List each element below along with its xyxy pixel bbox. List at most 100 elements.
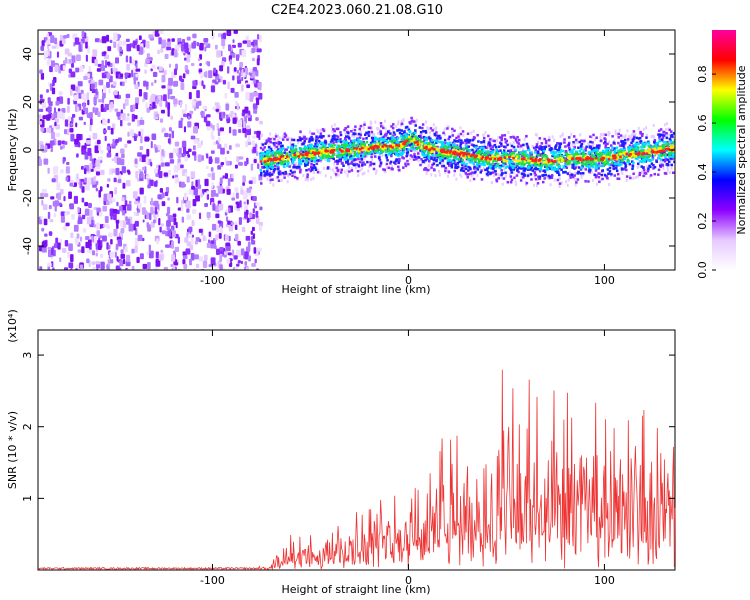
ridge-cell bbox=[491, 171, 495, 174]
ridge-cell bbox=[646, 154, 649, 158]
ridge-cell bbox=[495, 149, 498, 152]
ridge-cell bbox=[501, 160, 504, 163]
ridge-halo-cell bbox=[309, 136, 312, 140]
ridge-cell bbox=[372, 167, 376, 171]
ridge-cell bbox=[354, 125, 357, 128]
ridge-cell bbox=[613, 151, 616, 154]
noise-cell bbox=[250, 42, 255, 46]
noise-cell bbox=[164, 162, 170, 167]
ridge-cell bbox=[661, 136, 665, 139]
ridge-halo-cell bbox=[591, 136, 594, 140]
ridge-cell bbox=[510, 144, 514, 148]
noise-cell bbox=[100, 150, 104, 154]
ridge-cell bbox=[260, 151, 264, 155]
noise-cell bbox=[206, 190, 209, 195]
ridge-cell bbox=[447, 147, 450, 150]
ridge-cell bbox=[460, 160, 463, 163]
ridge-cell bbox=[326, 158, 330, 162]
ridge-halo-cell bbox=[621, 172, 624, 176]
ridge-cell bbox=[465, 163, 468, 166]
noise-cell bbox=[151, 133, 157, 141]
noise-cell bbox=[156, 98, 159, 105]
noise-cell bbox=[111, 198, 116, 202]
ridge-cell bbox=[459, 144, 462, 147]
ridge-cell bbox=[631, 164, 635, 168]
ridge-cell bbox=[385, 156, 389, 159]
noise-cell bbox=[148, 244, 152, 253]
ridge-halo-cell bbox=[444, 170, 447, 174]
ridge-cell bbox=[461, 163, 464, 167]
noise-cell bbox=[181, 183, 186, 188]
noise-cell bbox=[131, 265, 135, 270]
noise-cell bbox=[127, 131, 130, 137]
noise-cell bbox=[136, 207, 139, 212]
ridge-halo-cell bbox=[360, 167, 363, 171]
ridge-halo-cell bbox=[642, 127, 645, 131]
ridge-halo-cell bbox=[581, 173, 584, 177]
ridge-cell bbox=[332, 128, 335, 131]
noise-cell bbox=[167, 138, 171, 144]
ridge-cell bbox=[269, 165, 272, 168]
noise-cell bbox=[188, 233, 193, 239]
ridge-cell bbox=[335, 140, 338, 144]
ridge-cell bbox=[434, 154, 438, 157]
noise-cell bbox=[185, 248, 191, 255]
ridge-cell bbox=[464, 145, 468, 148]
ridge-cell bbox=[617, 159, 621, 162]
ridge-cell bbox=[595, 148, 599, 152]
noise-cell bbox=[129, 130, 134, 137]
ridge-cell bbox=[525, 181, 529, 185]
ridge-cell bbox=[382, 135, 386, 138]
ridge-cell bbox=[299, 148, 303, 151]
ridge-cell bbox=[462, 166, 465, 169]
noise-cell bbox=[185, 103, 188, 112]
noise-cell bbox=[110, 127, 114, 135]
ridge-cell bbox=[389, 160, 393, 164]
ridge-cell bbox=[485, 172, 489, 176]
noise-cell bbox=[245, 35, 249, 41]
noise-cell bbox=[219, 226, 222, 233]
ridge-cell bbox=[641, 132, 644, 136]
ridge-cell bbox=[563, 141, 566, 144]
ridge-cell bbox=[520, 172, 524, 175]
noise-cell bbox=[113, 41, 117, 48]
noise-cell bbox=[120, 148, 125, 154]
ridge-halo-cell bbox=[281, 134, 284, 138]
ridge-cell bbox=[397, 154, 400, 157]
ridge-cell bbox=[455, 157, 459, 161]
ridge-cell bbox=[400, 122, 404, 126]
noise-cell bbox=[161, 39, 167, 48]
ridge-cell bbox=[526, 146, 530, 149]
noise-cell bbox=[133, 200, 139, 205]
noise-cell bbox=[236, 69, 240, 74]
ridge-cell bbox=[658, 136, 661, 139]
ridge-cell bbox=[655, 141, 659, 145]
noise-cell bbox=[86, 258, 90, 264]
noise-cell bbox=[177, 152, 182, 159]
noise-cell bbox=[91, 261, 96, 266]
ridge-cell bbox=[313, 145, 316, 148]
noise-cell bbox=[245, 266, 250, 270]
ridge-cell bbox=[566, 172, 569, 175]
noise-cell bbox=[127, 140, 132, 144]
noise-cell bbox=[107, 126, 111, 131]
ridge-cell bbox=[336, 138, 339, 141]
ridge-cell bbox=[630, 160, 634, 163]
ridge-cell bbox=[670, 133, 674, 137]
ridge-cell bbox=[665, 162, 669, 166]
noise-cell bbox=[74, 236, 79, 245]
ridge-halo-cell bbox=[567, 178, 570, 182]
ridge-cell bbox=[611, 164, 615, 167]
noise-cell bbox=[234, 224, 238, 231]
noise-cell bbox=[93, 176, 97, 182]
ridge-cell bbox=[421, 123, 425, 126]
ridge-cell bbox=[611, 159, 614, 163]
noise-cell bbox=[120, 109, 123, 114]
noise-cell bbox=[134, 84, 139, 90]
noise-cell bbox=[77, 217, 83, 225]
noise-cell bbox=[158, 66, 163, 71]
noise-cell bbox=[219, 255, 223, 262]
ridge-halo-cell bbox=[425, 171, 428, 175]
noise-cell bbox=[112, 208, 118, 214]
ridge-cell bbox=[433, 132, 437, 136]
